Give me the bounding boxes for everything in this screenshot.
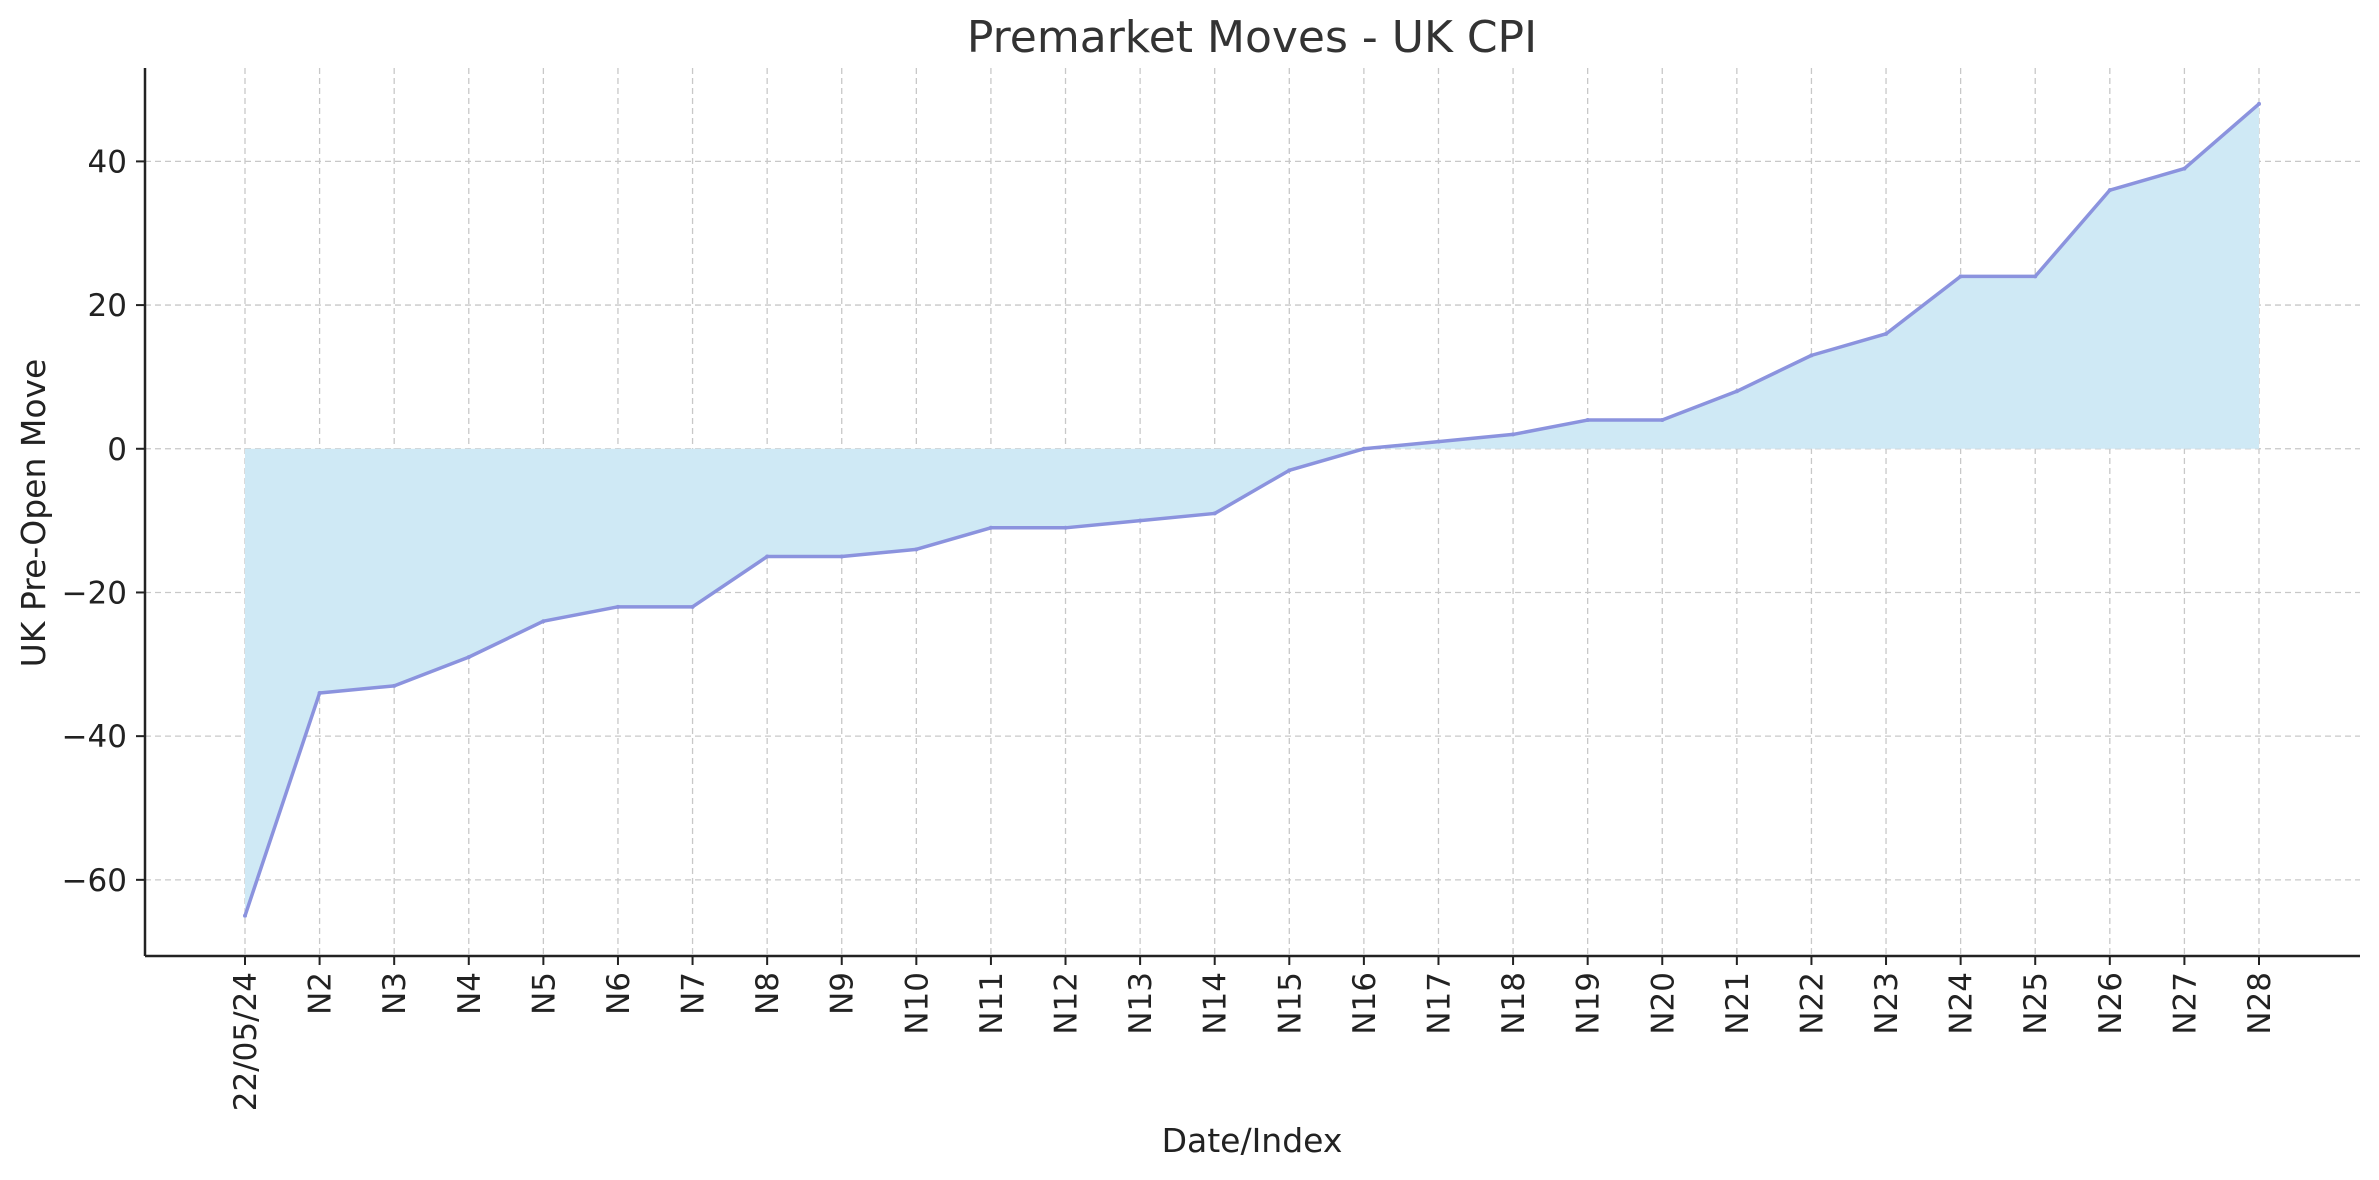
x-tick-label: N27 [2167, 972, 2203, 1035]
x-tick-label: N2 [303, 972, 339, 1015]
x-tick-label: N16 [1347, 972, 1383, 1035]
y-axis-label: UK Pre-Open Move [14, 359, 53, 668]
data-point [466, 655, 471, 660]
data-point [615, 604, 620, 609]
data-point [2257, 101, 2261, 106]
data-point [1884, 331, 1889, 336]
x-tick-label: N21 [1720, 972, 1756, 1035]
series-line [243, 102, 2261, 917]
data-point [541, 619, 546, 624]
x-tick-label: N23 [1869, 972, 1905, 1035]
x-tick-label: N5 [526, 972, 562, 1015]
chart-title: Premarket Moves - UK CPI [967, 12, 1537, 63]
y-tick-label: −20 [62, 575, 127, 611]
area-fill [245, 103, 2259, 916]
data-point [392, 683, 397, 688]
x-tick-label: N28 [2242, 972, 2278, 1035]
data-point [243, 913, 247, 918]
x-tick-label: N20 [1645, 972, 1681, 1035]
x-tick-label: N14 [1198, 972, 1234, 1035]
data-point [988, 525, 993, 530]
data-point [1063, 525, 1068, 530]
data-point [2107, 188, 2112, 193]
y-tick-label: 20 [88, 288, 127, 324]
y-tick-label: 40 [88, 144, 127, 180]
data-point [317, 691, 322, 696]
data-point [1660, 418, 1665, 423]
y-tick-label: −60 [62, 863, 127, 899]
data-point [914, 547, 919, 552]
data-point [1585, 418, 1590, 423]
x-tick-label: N10 [899, 972, 935, 1035]
area-layer [245, 103, 2259, 916]
data-point [1138, 518, 1143, 523]
x-tick-label: N9 [825, 972, 861, 1015]
x-tick-label: N11 [974, 972, 1010, 1035]
data-point [690, 604, 695, 609]
x-tick-label: N26 [2093, 972, 2129, 1035]
data-point [1361, 446, 1366, 451]
line-layer [243, 101, 2261, 918]
data-point [1287, 468, 1292, 473]
x-tick-label: N13 [1123, 972, 1159, 1035]
axes: −60 −40 −20 0 20 40 22/05/24 N2 N3 N4 N5 N6 N7 N8 N9 N1… [62, 68, 2360, 1111]
data-point [1511, 432, 1516, 437]
x-tick-label: N3 [377, 972, 413, 1015]
x-tick-label: N17 [1421, 972, 1457, 1035]
x-tick-label: N15 [1272, 972, 1308, 1035]
x-tick-label: N8 [750, 972, 786, 1015]
x-tick-label: N18 [1496, 972, 1532, 1035]
data-point [839, 554, 844, 559]
x-tick-label: N24 [1944, 972, 1980, 1035]
data-point [2182, 166, 2187, 171]
data-point [1436, 439, 1441, 444]
x-tick-label: N4 [452, 972, 488, 1015]
y-tick-label: −40 [62, 719, 127, 755]
y-tick-label: 0 [107, 432, 127, 468]
data-point [1809, 353, 1814, 358]
x-axis-label: Date/Index [1162, 1121, 1343, 1160]
x-tick-label: N19 [1571, 972, 1607, 1035]
data-point [765, 554, 770, 559]
data-point [1212, 511, 1217, 516]
x-tick-label: N6 [601, 972, 637, 1015]
data-point [1958, 274, 1963, 279]
x-tick-label: N25 [2018, 972, 2054, 1035]
x-tick-label: N12 [1049, 972, 1085, 1035]
x-tick-label: N22 [1794, 972, 1830, 1035]
x-tick-label: N7 [676, 972, 712, 1015]
data-point [2033, 274, 2038, 279]
x-tick-label: 22/05/24 [228, 972, 264, 1111]
data-point [1734, 389, 1739, 394]
